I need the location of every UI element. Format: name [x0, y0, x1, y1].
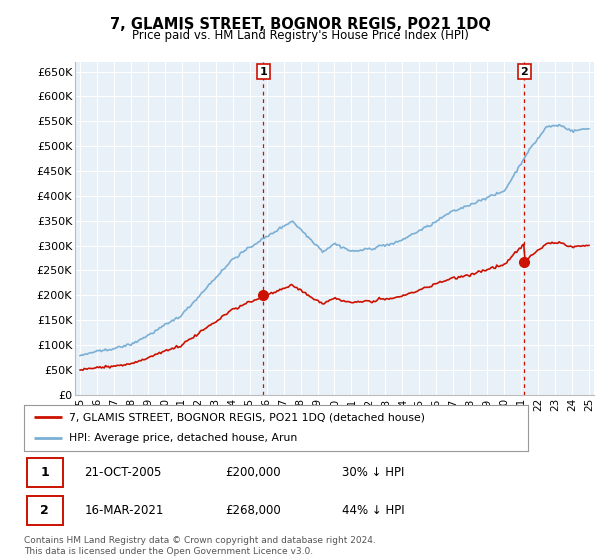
FancyBboxPatch shape [26, 458, 63, 487]
Text: 2: 2 [521, 67, 529, 77]
Text: 30% ↓ HPI: 30% ↓ HPI [341, 465, 404, 479]
Text: 2: 2 [40, 503, 49, 517]
Text: 44% ↓ HPI: 44% ↓ HPI [341, 503, 404, 517]
Text: 16-MAR-2021: 16-MAR-2021 [85, 503, 164, 517]
Text: £268,000: £268,000 [226, 503, 281, 517]
Text: 7, GLAMIS STREET, BOGNOR REGIS, PO21 1DQ: 7, GLAMIS STREET, BOGNOR REGIS, PO21 1DQ [110, 17, 490, 32]
Text: 1: 1 [40, 465, 49, 479]
Text: Contains HM Land Registry data © Crown copyright and database right 2024.
This d: Contains HM Land Registry data © Crown c… [24, 536, 376, 556]
Text: HPI: Average price, detached house, Arun: HPI: Average price, detached house, Arun [70, 433, 298, 444]
Text: 1: 1 [259, 67, 267, 77]
Text: 7, GLAMIS STREET, BOGNOR REGIS, PO21 1DQ (detached house): 7, GLAMIS STREET, BOGNOR REGIS, PO21 1DQ… [70, 412, 425, 422]
Text: £200,000: £200,000 [226, 465, 281, 479]
Text: Price paid vs. HM Land Registry's House Price Index (HPI): Price paid vs. HM Land Registry's House … [131, 29, 469, 42]
Text: 21-OCT-2005: 21-OCT-2005 [85, 465, 162, 479]
FancyBboxPatch shape [26, 496, 63, 525]
